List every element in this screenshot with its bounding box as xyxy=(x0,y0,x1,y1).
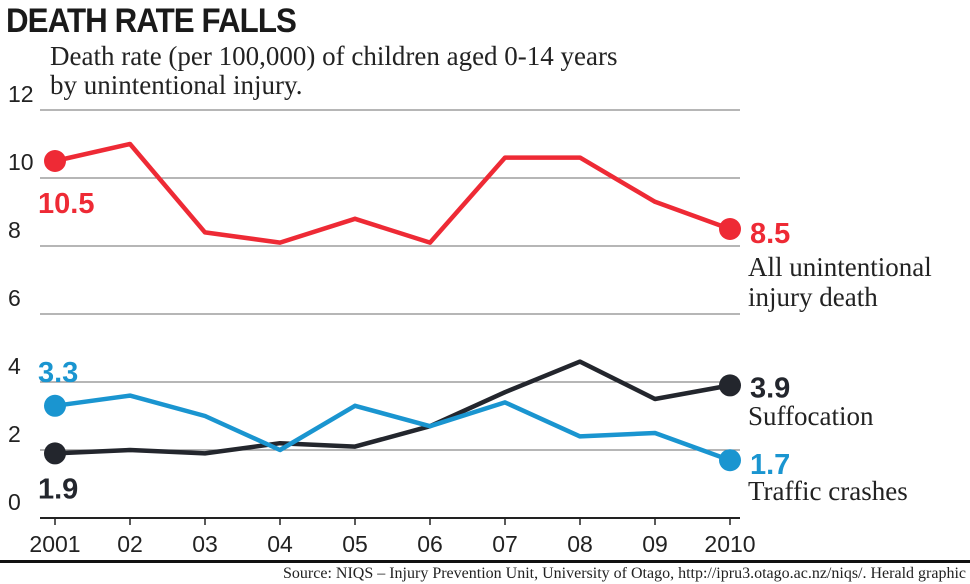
y-tick-label-2: 2 xyxy=(8,421,21,447)
series-0-end-label: 8.5 xyxy=(750,218,790,250)
series-2-point-1 xyxy=(128,393,132,398)
series-2-point-4 xyxy=(353,403,357,408)
series-0-start-label: 10.5 xyxy=(38,188,94,220)
series-1-point-2 xyxy=(203,451,207,456)
y-tick-label-8: 8 xyxy=(8,217,21,243)
y-tick-label-0: 0 xyxy=(8,489,21,515)
series-2-point-2 xyxy=(203,414,207,418)
series-0-point-5 xyxy=(428,240,432,245)
series-line-1 xyxy=(54,359,731,456)
x-tick-label-03: 03 xyxy=(192,531,218,557)
series-1-point-7 xyxy=(578,359,582,364)
series-1-name-line-1: Suffocation xyxy=(748,401,874,431)
series-2-name-line-1: Traffic crashes xyxy=(748,476,908,506)
series-0-name-line-1: All unintentional xyxy=(748,252,932,282)
chart-subtitle: Death rate (per 100,000) of children age… xyxy=(50,42,750,100)
series-line-0 xyxy=(54,141,731,245)
series-2-point-6 xyxy=(503,400,507,405)
series-1-point-3 xyxy=(278,441,282,446)
series-1-point-1 xyxy=(128,448,132,452)
y-tick-label-10: 10 xyxy=(8,149,34,175)
x-tick-label-07: 07 xyxy=(492,531,518,557)
series-0-end-dot-9 xyxy=(719,218,741,240)
series-2-end-dot-0 xyxy=(44,394,66,417)
series-0-name-line-2: injury death xyxy=(748,282,878,312)
series-2-point-7 xyxy=(578,434,582,439)
footer-divider xyxy=(0,560,970,563)
x-tick-label-02: 02 xyxy=(117,531,143,557)
series-1-point-6 xyxy=(503,390,507,395)
x-tick-label-04: 04 xyxy=(267,531,293,557)
x-tick-label-09: 09 xyxy=(642,531,668,557)
y-tick-label-6: 6 xyxy=(8,285,21,311)
series-1-start-label: 1.9 xyxy=(38,473,78,505)
series-2-end-dot-9 xyxy=(719,449,741,472)
series-2-start-label: 3.3 xyxy=(38,357,78,389)
series-0-point-8 xyxy=(653,199,657,204)
subtitle-line-1: Death rate (per 100,000) of children age… xyxy=(50,41,618,71)
chart-title: DEATH RATE FALLS xyxy=(6,2,297,40)
series-0-point-4 xyxy=(353,216,357,221)
series-2-end-label: 1.7 xyxy=(750,449,790,481)
y-tick-label-12: 12 xyxy=(8,81,34,107)
series-line-2 xyxy=(54,393,731,463)
series-1-end-dot-9 xyxy=(719,374,741,397)
series-1-point-8 xyxy=(653,397,657,401)
x-tick-label-2001: 2001 xyxy=(29,531,80,557)
series-1-point-4 xyxy=(353,444,357,449)
x-tick-label-2010: 2010 xyxy=(704,531,755,557)
series-0-point-6 xyxy=(503,155,507,160)
series-0-point-7 xyxy=(578,155,582,160)
y-tick-label-4: 4 xyxy=(8,353,21,379)
series-0-point-2 xyxy=(203,230,207,235)
series-2-point-3 xyxy=(278,448,282,452)
series-1-end-label: 3.9 xyxy=(750,372,790,404)
subtitle-line-2: by unintentional injury. xyxy=(50,70,303,100)
source-note: Source: NIQS – Injury Prevention Unit, U… xyxy=(283,565,966,582)
series-0-point-3 xyxy=(278,240,282,245)
x-tick-label-08: 08 xyxy=(567,531,593,557)
x-tick-label-05: 05 xyxy=(342,531,368,557)
series-0-point-1 xyxy=(128,142,132,146)
series-2-point-5 xyxy=(428,424,432,429)
series-1-end-dot-0 xyxy=(44,442,66,465)
series-2-point-8 xyxy=(653,431,657,435)
x-tick-label-06: 06 xyxy=(417,531,443,557)
series-0-end-dot-0 xyxy=(44,150,66,172)
